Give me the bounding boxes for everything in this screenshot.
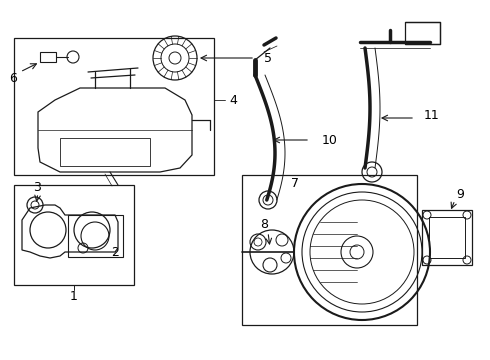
Text: 3: 3: [33, 180, 41, 194]
Bar: [60, 138, 150, 166]
Text: 11: 11: [424, 108, 440, 122]
Bar: [40, 52, 56, 62]
Bar: [68, 215, 123, 257]
Bar: [242, 175, 417, 325]
Text: 8: 8: [260, 217, 268, 230]
Bar: [14, 185, 134, 285]
Text: 10: 10: [322, 134, 338, 147]
Bar: [405, 22, 440, 44]
Text: 9: 9: [456, 188, 464, 201]
Text: 4: 4: [229, 94, 237, 107]
Text: 5: 5: [264, 51, 272, 64]
Bar: [14, 38, 214, 175]
Bar: [429, 217, 465, 258]
Text: 2: 2: [111, 246, 119, 258]
Text: 6: 6: [9, 72, 17, 85]
Text: 1: 1: [70, 289, 78, 302]
Bar: [422, 210, 472, 265]
Text: 7: 7: [291, 176, 299, 189]
